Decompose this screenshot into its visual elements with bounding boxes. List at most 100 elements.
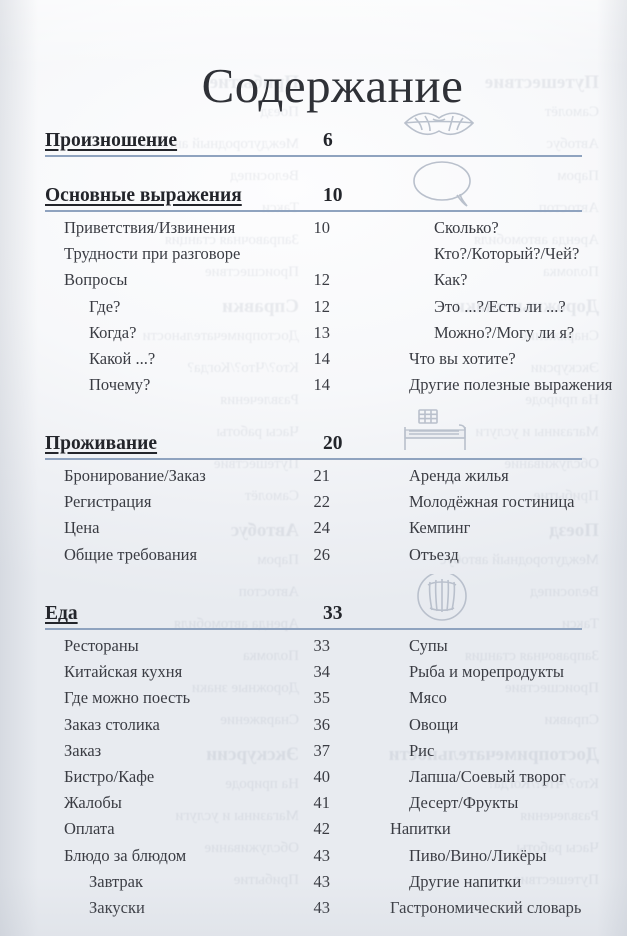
toc-entry-label: Блюдо за блюдом (64, 845, 187, 865)
toc-entry-page-number: 48 (619, 767, 627, 787)
toc-entry-label: Когда? (89, 322, 137, 342)
toc-entry[interactable]: Аренда жилья 28 (390, 466, 627, 492)
toc-entry[interactable]: Общие требования 26 (45, 545, 330, 571)
section-title: Проживание (45, 433, 158, 454)
toc-entry-label: Где можно поесть (64, 688, 191, 708)
toc-entry[interactable]: Где можно поесть 35 (45, 688, 330, 714)
toc-entry[interactable]: Трудности при разговоре (45, 244, 330, 270)
toc-entry-label: Где? (89, 296, 121, 316)
toc-entry[interactable]: Закуски 43 (45, 898, 330, 924)
section-header[interactable]: Еда 33 (45, 574, 582, 630)
toc-entry-label: Общие требования (64, 544, 198, 564)
toc-entry-page-number: 48 (619, 741, 627, 761)
section-header[interactable]: Проживание 20 (45, 409, 582, 460)
toc-entry-page-number: 22 (313, 492, 331, 512)
toc-entry[interactable]: Пиво/Вино/Ликёры 50 (390, 846, 627, 872)
toc-entry[interactable]: Другие полезные выражения 19 (390, 375, 627, 401)
toc-entry[interactable]: Цена 24 (45, 518, 330, 544)
toc-entry[interactable]: Заказ столика 36 (45, 715, 330, 741)
section-header[interactable]: Произношение 6 (45, 112, 582, 157)
toc-entry-label: Какой ...? (89, 348, 156, 368)
toc-entry[interactable]: Как? 17 (390, 270, 627, 296)
entries-left-column: Приветствия/Извинения 10 Трудности при раз… (45, 218, 330, 401)
toc-entry-label: Кемпинг (409, 518, 471, 538)
toc-entry[interactable]: Что вы хотите? 18 (390, 349, 627, 375)
toc-entry[interactable]: Сколько? 15 (390, 218, 627, 244)
toc-entry-label: Бронирование/Заказ (64, 466, 206, 485)
section-page-number: 6 (323, 130, 333, 151)
toc-entry-page-number: 51 (619, 872, 627, 892)
toc-entry[interactable]: Это ...?/Есть ли ...? 17 (390, 297, 627, 323)
toc-entry[interactable]: Кто?/Который?/Чей? 16 (390, 244, 627, 270)
chopsticks-circle-icon (397, 574, 487, 626)
toc-entry[interactable]: Когда? 13 (45, 323, 330, 349)
toc-entry[interactable]: Рыба и морепродукты 45 (390, 662, 627, 688)
toc-entry-label: Рестораны (64, 636, 139, 655)
toc-entry-page-number: 14 (313, 375, 331, 395)
toc-entry[interactable]: Вопросы 12 (45, 270, 330, 296)
toc-entry[interactable]: Бистро/Кафе 40 (45, 767, 330, 793)
section-title: Основные выражения (45, 185, 242, 206)
toc-entry-label: Отъезд (409, 544, 459, 564)
toc-entry-label: Аренда жилья (409, 466, 509, 485)
toc-entry[interactable]: Бронирование/Заказ 21 (45, 466, 330, 492)
toc-entry-label: Почему? (89, 375, 151, 395)
section-pronunciation: Произношение 6 (45, 112, 582, 157)
toc-entry[interactable]: Рис 48 (390, 741, 627, 767)
bed-icon (397, 404, 487, 456)
toc-entry-page-number: 15 (619, 218, 627, 238)
toc-entry-label: Что вы хотите? (409, 348, 516, 368)
toc-entry-label: Цена (64, 518, 100, 538)
toc-entry-label: Рыба и морепродукты (409, 662, 564, 682)
toc-entry[interactable]: Какой ...? 14 (45, 349, 330, 375)
toc-entry-page-number: 50 (619, 819, 627, 839)
toc-entry[interactable]: Гастрономический словарь 52 (390, 898, 627, 924)
section-title: Произношение (45, 130, 178, 151)
toc-entry-label: Мясо (409, 688, 447, 708)
toc-entry[interactable]: Десерт/Фрукты 49 (390, 793, 627, 819)
toc-entry-page-number: 24 (313, 518, 331, 538)
entries-right-column: Супы 44 Рыба и морепродукты 45 Мясо 46 Овощи 47… (390, 636, 627, 924)
toc-entry[interactable]: Кемпинг 30 (390, 518, 627, 544)
section-title: Еда (45, 603, 78, 624)
toc-entry[interactable]: Рестораны 33 (45, 636, 330, 662)
toc-entry[interactable]: Почему? 14 (45, 375, 330, 401)
toc-entry-label: Заказ (64, 740, 102, 760)
toc-entry[interactable]: Завтрак 43 (45, 872, 330, 898)
toc-entry-label: Молодёжная гостиница (409, 492, 575, 512)
toc-entry[interactable]: Лапша/Соевый творог 48 (390, 767, 627, 793)
section-food: Еда 33 Рестораны 33 Ки (45, 574, 582, 936)
toc-entry[interactable]: Где? 12 (45, 297, 330, 323)
lips-icon (397, 101, 487, 153)
toc-entry[interactable]: Блюдо за блюдом 43 (45, 846, 330, 872)
toc-entry[interactable]: Заказ 37 (45, 741, 330, 767)
toc-entry[interactable]: Отъезд 32 (390, 545, 627, 571)
toc-entry-page-number: 43 (313, 845, 331, 865)
section-page-number: 33 (323, 603, 343, 624)
toc-entry[interactable]: Овощи 47 (390, 715, 627, 741)
toc-entry-label: Кто?/Который?/Чей? (434, 244, 580, 264)
toc-entry-page-number: 43 (313, 897, 331, 917)
toc-entry[interactable]: Молодёжная гостиница 29 (390, 492, 627, 518)
section-accommodation: Проживание 20 Бронирование/Заказ 2 (45, 409, 582, 581)
toc-entry[interactable]: Регистрация 22 (45, 492, 330, 518)
toc-entry-page-number: 40 (313, 766, 331, 786)
toc-entry-label: Напитки (390, 819, 451, 839)
toc-entry[interactable]: Жалобы 41 (45, 793, 330, 819)
toc-entry-page-number: 17 (619, 270, 627, 290)
section-header[interactable]: Основные выражения 10 (45, 161, 582, 212)
toc-entry[interactable]: Мясо 46 (390, 688, 627, 714)
section-entries: Рестораны 33 Китайская кухня 34 Где можно по… (45, 636, 582, 936)
toc-entry[interactable]: Китайская кухня 34 (45, 662, 330, 688)
toc-entry[interactable]: Можно?/Могу ли я? 18 (390, 323, 627, 349)
toc-entry[interactable]: Оплата 42 (45, 819, 330, 845)
toc-entry[interactable]: Приветствия/Извинения 10 (45, 218, 330, 244)
toc-entry-label: Гастрономический словарь (390, 897, 582, 917)
toc-entry-label: Заказ столика (64, 714, 160, 734)
toc-entry[interactable]: Супы 44 (390, 636, 627, 662)
toc-entry[interactable]: Напитки 50 (390, 819, 627, 845)
toc-entry-label: Лапша/Соевый творог (409, 766, 566, 786)
toc-entry[interactable]: Другие напитки 51 (390, 872, 627, 898)
section-entries: Приветствия/Извинения 10 Трудности при раз… (45, 218, 612, 408)
toc-entry-label: Регистрация (64, 492, 152, 512)
